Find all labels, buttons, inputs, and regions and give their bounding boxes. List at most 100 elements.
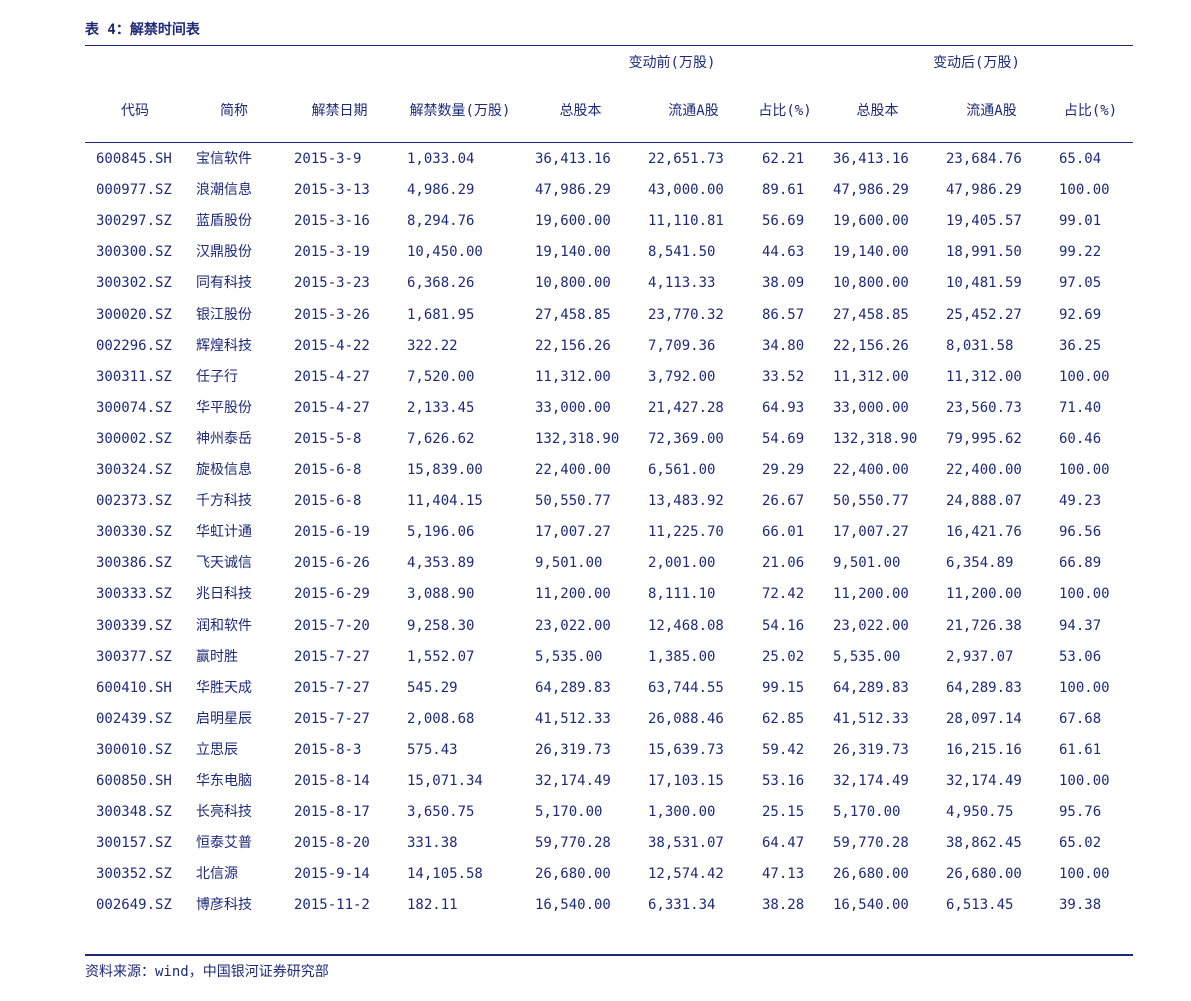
cell: 11,200.00 — [833, 586, 909, 603]
cell: 蓝盾股份 — [196, 213, 252, 230]
cell: 19,140.00 — [833, 244, 909, 261]
cell: 2,937.07 — [946, 648, 1014, 665]
cell: 322.22 — [407, 337, 458, 354]
cell: 7,709.36 — [648, 337, 716, 354]
cell: 2015-7-27 — [294, 679, 370, 696]
cell: 23,022.00 — [833, 617, 909, 634]
cell: 5,170.00 — [535, 804, 603, 821]
cell: 38.09 — [762, 275, 805, 292]
cell: 300020.SZ — [96, 306, 172, 323]
cell: 2015-6-8 — [294, 493, 362, 510]
cell: 100.00 — [1059, 773, 1110, 789]
cell: 2015-7-27 — [294, 710, 370, 727]
cell: 赢时胜 — [196, 648, 238, 665]
cell: 100.00 — [1059, 586, 1110, 603]
cell: 100.00 — [1059, 866, 1110, 883]
cell: 300157.SZ — [96, 835, 172, 852]
cell: 9,501.00 — [833, 555, 901, 572]
cell: 2015-3-13 — [294, 182, 370, 199]
cell: 24,888.07 — [946, 493, 1022, 510]
cell: 26,680.00 — [535, 866, 611, 883]
cell: 华平股份 — [196, 399, 252, 416]
cell: 61.61 — [1059, 741, 1102, 758]
cell: 72,369.00 — [648, 430, 724, 447]
cell: 13,483.92 — [648, 493, 724, 510]
cell: 26.67 — [762, 493, 805, 510]
cell: 23,022.00 — [535, 617, 611, 634]
cell: 17,007.27 — [535, 524, 611, 541]
cell: 任子行 — [196, 368, 238, 385]
cell: 22,156.26 — [833, 337, 909, 354]
cell: 银江股份 — [196, 306, 252, 323]
cell: 宝信软件 — [196, 151, 252, 167]
cell: 19,140.00 — [535, 244, 611, 261]
cell: 23,684.76 — [946, 151, 1022, 167]
group-header: 变动后(万股) — [933, 55, 1020, 71]
cell: 002296.SZ — [96, 337, 172, 354]
cell: 19,405.57 — [946, 213, 1022, 230]
cell: 67.68 — [1059, 710, 1102, 727]
cell: 53.16 — [762, 773, 805, 789]
cell: 32,174.49 — [535, 773, 611, 789]
cell: 5,535.00 — [535, 648, 603, 665]
cell: 5,535.00 — [833, 648, 901, 665]
cell: 99.22 — [1059, 244, 1102, 261]
cell: 545.29 — [407, 679, 458, 696]
cell: 300311.SZ — [96, 368, 172, 385]
cell: 100.00 — [1059, 368, 1110, 385]
cell: 54.69 — [762, 430, 805, 447]
cell: 100.00 — [1059, 679, 1110, 696]
cell: 8,031.58 — [946, 337, 1014, 354]
cell: 300333.SZ — [96, 586, 172, 603]
cell: 11,200.00 — [535, 586, 611, 603]
cell: 1,681.95 — [407, 306, 475, 323]
cell: 63,744.55 — [648, 679, 724, 696]
cell: 43,000.00 — [648, 182, 724, 199]
cell: 72.42 — [762, 586, 805, 603]
cell: 300002.SZ — [96, 430, 172, 447]
cell: 神州泰岳 — [196, 430, 252, 447]
cell: 北信源 — [196, 866, 238, 883]
cell: 22,400.00 — [946, 462, 1022, 478]
cell: 6,561.00 — [648, 462, 716, 478]
cell: 21,427.28 — [648, 399, 724, 416]
cell: 23,770.32 — [648, 306, 724, 323]
cell: 47,986.29 — [535, 182, 611, 199]
cell: 12,468.08 — [648, 617, 724, 634]
cell: 38.28 — [762, 897, 805, 914]
cell: 300300.SZ — [96, 244, 172, 261]
cell: 132,318.90 — [535, 430, 620, 447]
cell: 2015-8-14 — [294, 773, 370, 789]
cell: 华虹计通 — [196, 524, 252, 541]
cell: 5,196.06 — [407, 524, 475, 541]
rule — [85, 142, 1133, 143]
cell: 10,450.00 — [407, 244, 483, 261]
cell: 002649.SZ — [96, 897, 172, 914]
cell: 47,986.29 — [833, 182, 909, 199]
cell: 64.47 — [762, 835, 805, 852]
cell: 59,770.28 — [535, 835, 611, 852]
cell: 恒泰艾普 — [196, 835, 252, 852]
cell: 1,033.04 — [407, 151, 475, 167]
group-header: 变动前(万股) — [628, 55, 716, 71]
cell: 1,300.00 — [648, 804, 716, 821]
cell: 600410.SH — [96, 679, 172, 696]
cell: 2015-3-19 — [294, 244, 370, 261]
cell: 300074.SZ — [96, 399, 172, 416]
cell: 66.89 — [1059, 555, 1102, 572]
cell: 300377.SZ — [96, 648, 172, 665]
cell: 18,991.50 — [946, 244, 1022, 261]
cell: 94.37 — [1059, 617, 1102, 634]
cell: 2015-4-27 — [294, 368, 370, 385]
cell: 22,400.00 — [535, 462, 611, 478]
cell: 3,088.90 — [407, 586, 475, 603]
cell: 331.38 — [407, 835, 458, 852]
cell: 2015-11-2 — [294, 897, 370, 914]
cell: 9,258.30 — [407, 617, 475, 634]
cell: 26,680.00 — [946, 866, 1022, 883]
cell: 56.69 — [762, 213, 805, 230]
cell: 汉鼎股份 — [196, 244, 252, 261]
cell: 300324.SZ — [96, 462, 172, 478]
cell: 300302.SZ — [96, 275, 172, 292]
cell: 36,413.16 — [833, 151, 909, 167]
